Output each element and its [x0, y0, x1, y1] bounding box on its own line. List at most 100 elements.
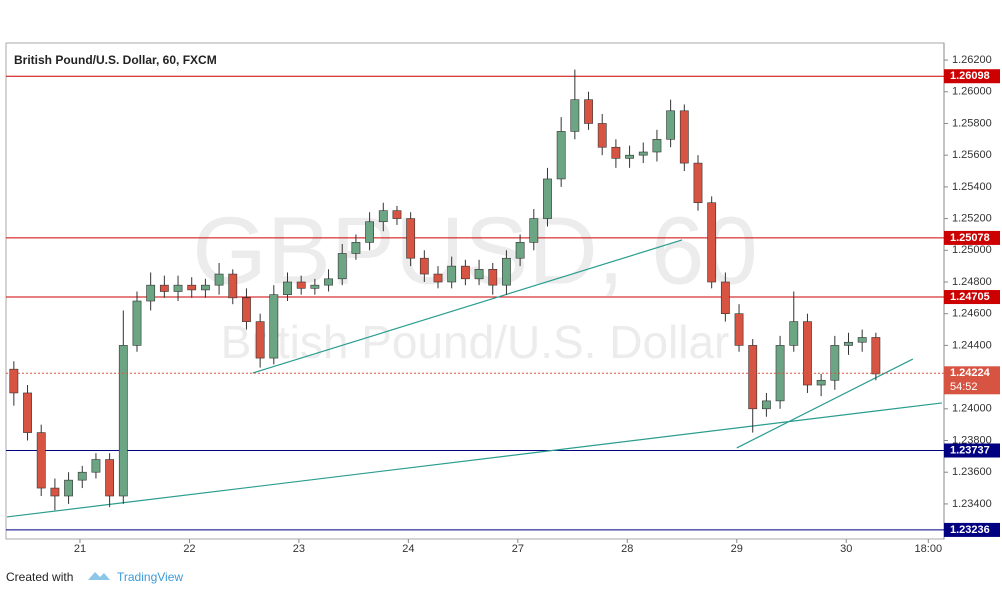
candle-body [502, 257, 511, 286]
last-price-bg [944, 366, 1000, 395]
x-tick-label: 30 [840, 543, 852, 555]
candle-body [611, 146, 621, 159]
candle-body [638, 151, 648, 156]
chart-title: British Pound/U.S. Dollar, 60, FXCM [14, 53, 217, 67]
x-tick-label: 23 [293, 543, 305, 555]
candle-body [803, 321, 812, 386]
candle-body [351, 242, 361, 254]
candle-body [242, 297, 251, 322]
candle-body [460, 265, 470, 280]
level-label: 1.23236 [950, 524, 990, 536]
level-label: 1.25078 [950, 232, 990, 244]
candle-body [255, 321, 265, 359]
candle-body [200, 284, 210, 291]
x-tick-label: 22 [183, 543, 195, 555]
candle-body [789, 321, 799, 346]
candle-body [132, 300, 142, 346]
candle-body [337, 253, 347, 280]
candle-body [816, 379, 826, 386]
candle-body [666, 110, 676, 140]
candle-body [214, 273, 224, 286]
trendline [736, 358, 914, 449]
y-tick-label: 1.24000 [952, 403, 992, 415]
level-label: 1.24705 [950, 291, 990, 303]
level-label-bg [944, 522, 1000, 537]
y-tick-label: 1.24600 [952, 308, 992, 320]
y-tick-label: 1.26000 [952, 86, 992, 98]
candle-body [625, 154, 634, 159]
level-label-bg [944, 69, 1000, 84]
candle-body [283, 281, 292, 295]
y-tick-label: 1.25600 [952, 149, 992, 161]
level-label-bg [944, 443, 1000, 458]
x-tick-label: 21 [74, 543, 86, 555]
last-price-label: 1.24224 [950, 367, 991, 379]
y-tick-label: 1.24800 [952, 276, 992, 288]
level-label-bg [944, 290, 1000, 305]
candle-body [447, 265, 457, 283]
candle-body [9, 368, 19, 394]
candle-body [570, 99, 580, 132]
x-tick-label: 28 [621, 543, 633, 555]
y-tick-label: 1.26200 [952, 54, 992, 66]
level-label-bg [944, 230, 1000, 245]
x-tick-label: 24 [402, 543, 414, 555]
candle-body [707, 202, 717, 283]
candle-body [515, 242, 525, 259]
candle-body [857, 337, 867, 343]
candle-body [419, 257, 429, 275]
x-tick-label: 18:00 [915, 543, 943, 555]
level-label: 1.23737 [950, 444, 990, 456]
candle-body [871, 337, 881, 375]
candle-body [187, 284, 197, 291]
candle-body [406, 218, 416, 259]
candle-body [296, 281, 306, 289]
candle-body [844, 341, 853, 346]
candle-body [556, 131, 566, 180]
trendline [6, 402, 943, 518]
candle-body [693, 162, 703, 204]
y-tick-label: 1.23600 [952, 466, 992, 478]
y-tick-label: 1.23400 [952, 498, 992, 510]
candle-body [720, 281, 730, 314]
candle-body [91, 459, 101, 473]
candle-body [324, 278, 333, 286]
candle-body [652, 139, 662, 153]
candle-body [23, 392, 32, 433]
y-tick-label: 1.23800 [952, 434, 992, 446]
candle-body [310, 284, 320, 289]
x-tick-label: 29 [731, 543, 743, 555]
candle-body [228, 273, 238, 299]
candle-body [159, 284, 169, 292]
footer-prefix: Created with [6, 570, 73, 584]
candle-body [378, 210, 388, 223]
candle-body [392, 210, 402, 219]
watermark: GBPUSD, 60 [192, 197, 758, 304]
candle-body [543, 178, 552, 219]
candle-body [748, 345, 758, 410]
candle-body [118, 345, 128, 497]
candle-body [365, 221, 375, 243]
trendline [252, 239, 683, 374]
candle-body [488, 269, 498, 286]
y-tick-label: 1.25400 [952, 181, 992, 193]
candle-body [36, 432, 46, 489]
candle-body [474, 269, 484, 280]
candle-body [734, 313, 744, 346]
candle-body [146, 284, 156, 302]
candle-body [105, 459, 115, 497]
y-tick-label: 1.24400 [952, 339, 992, 351]
candle-body [529, 218, 539, 243]
countdown: 54:52 [950, 381, 978, 393]
candle-body [64, 479, 73, 497]
candle-body [830, 345, 840, 381]
candle-body [597, 123, 607, 148]
y-tick-label: 1.25200 [952, 212, 992, 224]
candle-body [679, 110, 689, 164]
candle-body [50, 487, 60, 497]
candle-body [584, 99, 593, 124]
footer-brand[interactable]: TradingView [117, 570, 183, 584]
candle-body [173, 284, 183, 292]
